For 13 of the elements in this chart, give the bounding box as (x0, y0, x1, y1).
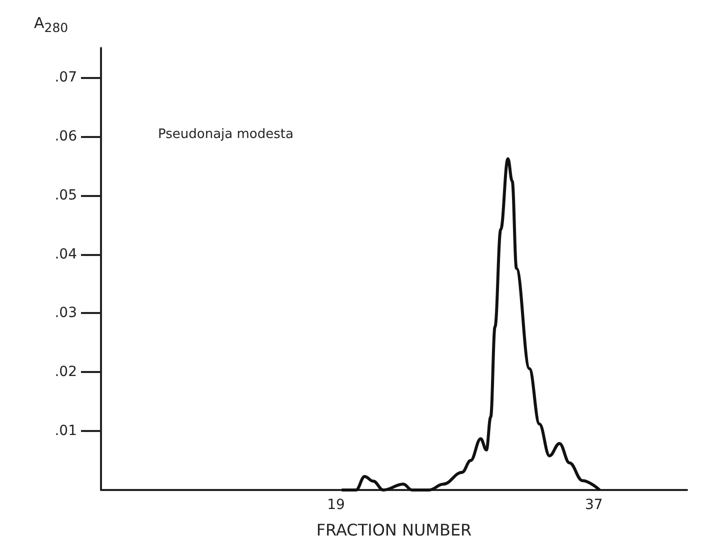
x-axis-title: FRACTION NUMBER (316, 520, 472, 540)
y-tick-label: .02 (54, 364, 77, 380)
y-tick-label: .07 (54, 69, 77, 86)
y-axis-title: A$_{280}$ (34, 14, 68, 35)
annotation: Pseudonaja modesta (158, 127, 294, 142)
x-tick-label: 37 (584, 497, 603, 513)
y-tick-label: .01 (54, 423, 77, 440)
x-tick-label: 19 (327, 497, 345, 513)
y-tick-label: .03 (54, 305, 77, 322)
y-tick-label: .04 (54, 246, 78, 262)
y-tick-label: .05 (54, 187, 77, 204)
line-series (340, 157, 602, 492)
y-tick-label: .06 (54, 128, 78, 144)
